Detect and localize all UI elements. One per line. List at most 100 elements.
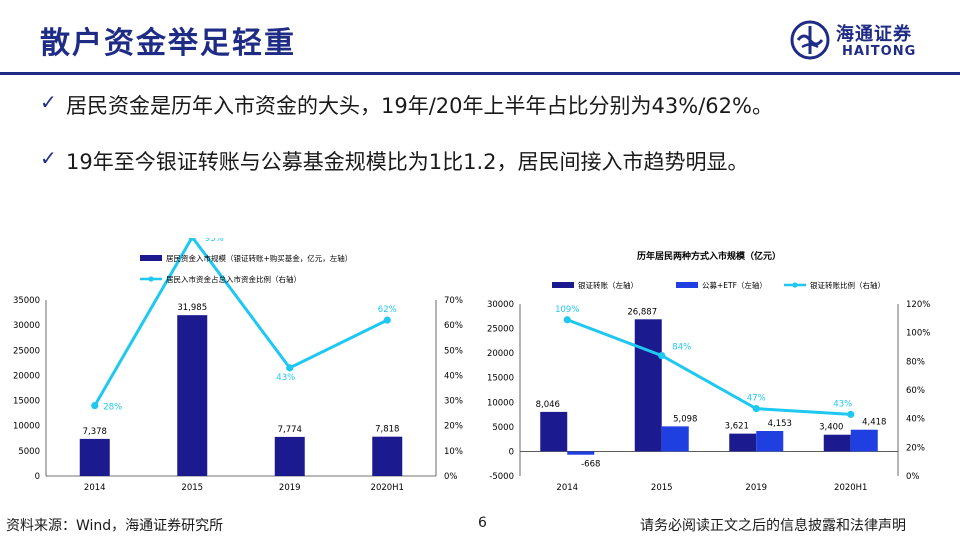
y-left-tick-label: 5000 [18,447,40,457]
bar [372,436,403,476]
y-right-tick-label: 0% [444,472,458,482]
disclaimer: 请务必阅读正文之后的信息披露和法律声明 [640,518,906,534]
line-data-label: 28% [103,403,122,413]
y-right-tick-label: 20% [906,443,925,453]
x-tick-label: 2015 [181,483,203,493]
y-right-tick-label: 10% [444,447,463,457]
line-point [752,405,760,413]
legend-label: 银证转账（左轴） [578,280,638,290]
bar [661,426,689,452]
y-right-tick-label: 80% [906,357,925,367]
bar [850,429,878,452]
y-left-tick-label: 30000 [13,321,40,331]
bullet-point-2: 19年至今银证转账与公募基金规模比为1比1.2，居民间接入市趋势明显。 [66,150,749,174]
y-left-tick-label: 15000 [487,374,514,384]
bar-data-label: 3,621 [725,422,749,432]
y-right-tick-label: 40% [444,371,463,381]
bar [634,319,662,452]
line-point [563,316,571,324]
y-right-tick-label: 70% [444,296,463,306]
y-left-tick-label: 20000 [487,349,514,359]
legend-swatch-marker [792,282,798,288]
legend-label: 居民入市资金占总入市资金比例（右轴） [166,274,301,284]
bar [274,436,305,476]
y-right-tick-label: 100% [906,329,930,339]
y-right-tick-label: 60% [444,321,463,331]
chart-title: 历年居民两种方式入市规模（亿元） [637,250,781,262]
checkmark-icon: ✓ [40,146,57,170]
bar [177,315,208,476]
bar-data-label: 31,985 [177,303,207,313]
y-right-tick-label: 30% [444,397,463,407]
bar-data-label: 7,774 [278,425,302,435]
y-left-tick-label: 25000 [13,346,40,356]
bullet-point-1: 居民资金是历年入市资金的大头，19年/20年上半年占比分别为43%/62%。 [66,94,773,118]
x-tick-label: 2019 [279,483,301,493]
bar-data-label: 7,378 [83,427,107,437]
line-data-label: 43% [833,399,852,409]
line-point [847,410,855,418]
bar [79,438,110,476]
y-left-tick-label: 10000 [13,422,40,432]
chart-resident-inflow: 0 5000 10000 15000 20000 25000 30000 35000 0% 10%… [13,238,463,493]
legend-swatch [140,255,162,261]
logo-text-cn: 海通证券 [836,24,912,45]
series-line [566,318,851,416]
line-point [658,352,666,360]
y-left-tick-label: 25000 [487,325,514,335]
bar-data-label: 5,098 [673,414,697,424]
page-number: 6 [478,515,487,531]
x-tick-label: 2014 [556,483,578,493]
line-point [286,364,294,372]
line-data-label: 95% [205,238,224,244]
bar-data-label: 26,887 [627,307,657,317]
y-right-tick-label: 60% [906,386,925,396]
y-left-tick-label: 5000 [492,423,514,433]
y-right-tick-label: 50% [444,346,463,356]
logo-text-en: HAITONG [842,44,917,59]
bar-data-label: -668 [581,460,600,470]
title-underline [0,72,960,75]
chart-two-channels: 历年居民两种方式入市规模（亿元） -5000 0 5000 10000 15000 2000… [487,250,930,493]
bar [729,433,757,452]
line-data-label: 109% [555,305,579,315]
page-title: 散户资金举足轻重 [40,26,296,61]
checkmark-icon: ✓ [40,90,57,114]
y-left-tick-label: 30000 [487,300,514,310]
bar [567,451,595,455]
y-right-tick-label: 0% [906,472,920,482]
bar-data-label: 3,400 [819,423,843,433]
legend-label: 银证转账比例（右轴） [810,280,885,290]
haitong-logo-icon [790,20,830,60]
line-point [383,316,391,324]
y-right-tick-label: 20% [444,422,463,432]
legend-swatch-marker [148,276,154,282]
legend-label: 公募+ETF（左轴） [702,280,767,290]
y-right-tick-label: 120% [906,300,930,310]
line-data-label: 84% [672,343,691,353]
bar-data-label: 4,418 [862,418,886,428]
x-tick-label: 2019 [745,483,767,493]
bar-data-label: 4,153 [768,419,792,429]
line-point [188,238,196,241]
source-note: 资料来源：Wind，海通证券研究所 [6,518,224,534]
bar [756,431,784,452]
y-left-tick-label: 0 [509,447,514,457]
company-logo: 海通证券 HAITONG [790,20,950,66]
y-left-tick-label: 35000 [13,296,40,306]
x-tick-label: 2014 [84,483,106,493]
bar [823,434,851,452]
x-tick-label: 2020H1 [371,483,404,493]
x-tick-label: 2015 [651,483,673,493]
line-data-label: 62% [378,305,397,315]
bar [540,411,568,452]
y-left-tick-label: 10000 [487,398,514,408]
y-right-tick-label: 40% [906,415,925,425]
y-left-tick-label: 15000 [13,397,40,407]
y-left-tick-label: 20000 [13,371,40,381]
legend-label: 居民资金入市规模（银证转账+购买基金，亿元，左轴） [166,253,352,263]
y-left-tick-label: -5000 [489,472,514,482]
bar-data-label: 7,818 [375,425,399,435]
series-line [93,238,388,407]
legend-swatch [676,282,698,288]
